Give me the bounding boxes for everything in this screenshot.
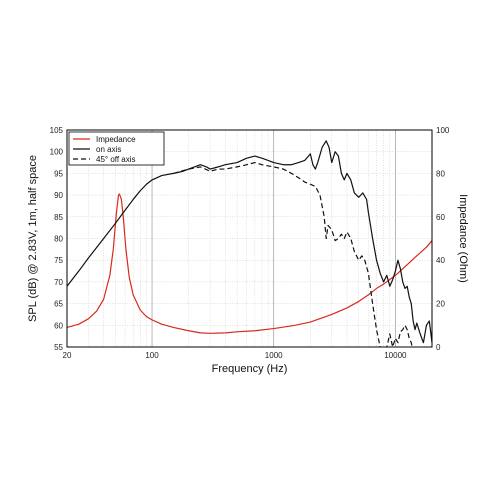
- x-tick-label: 100: [145, 351, 159, 360]
- x-tick-label: 1000: [265, 351, 283, 360]
- tick-labels: 20 100 1000 10000 55 60 65 70 75 80 85 90 95 100 105 0 2…: [50, 126, 450, 360]
- y2-tick-label: 100: [436, 126, 450, 135]
- y2-tick-label: 20: [436, 300, 445, 309]
- x-tick-label: 20: [63, 351, 72, 360]
- series-line-on-axis: [67, 140, 432, 344]
- y-tick-label: 100: [50, 148, 64, 157]
- legend-label-on-axis: on axis: [96, 145, 121, 154]
- y-tick-label: 85: [54, 213, 63, 222]
- legend: Impedance on axis 45° off axis: [68, 131, 165, 166]
- y-tick-label: 70: [54, 278, 63, 287]
- y-tick-label: 60: [54, 321, 63, 330]
- series-layer: [67, 140, 432, 347]
- y-tick-label: 65: [54, 300, 63, 309]
- y2-tick-label: 0: [436, 343, 441, 352]
- series-line-45-off-axis: [173, 161, 416, 347]
- series-line-impedance: [67, 193, 432, 334]
- legend-label-off-axis: 45° off axis: [96, 155, 136, 164]
- y-tick-label: 105: [50, 126, 64, 135]
- y2-axis-title: Impedance (Ohm): [457, 194, 469, 283]
- plot-frame: [66, 129, 433, 348]
- y2-tick-label: 80: [436, 169, 445, 178]
- y-tick-label: 75: [54, 256, 63, 265]
- y-tick-label: 80: [54, 235, 63, 244]
- y2-tick-label: 40: [436, 256, 445, 265]
- x-tick-label: 10000: [384, 351, 407, 360]
- legend-label-impedance: Impedance: [96, 135, 136, 144]
- x-axis-title: Frequency (Hz): [212, 363, 288, 375]
- y2-tick-label: 60: [436, 213, 445, 222]
- y-tick-label: 55: [54, 343, 63, 352]
- y-tick-label: 95: [54, 169, 63, 178]
- y-axis-title: SPL (dB) @ 2.83V, 1m, half space: [27, 155, 39, 322]
- y-tick-label: 90: [54, 191, 63, 200]
